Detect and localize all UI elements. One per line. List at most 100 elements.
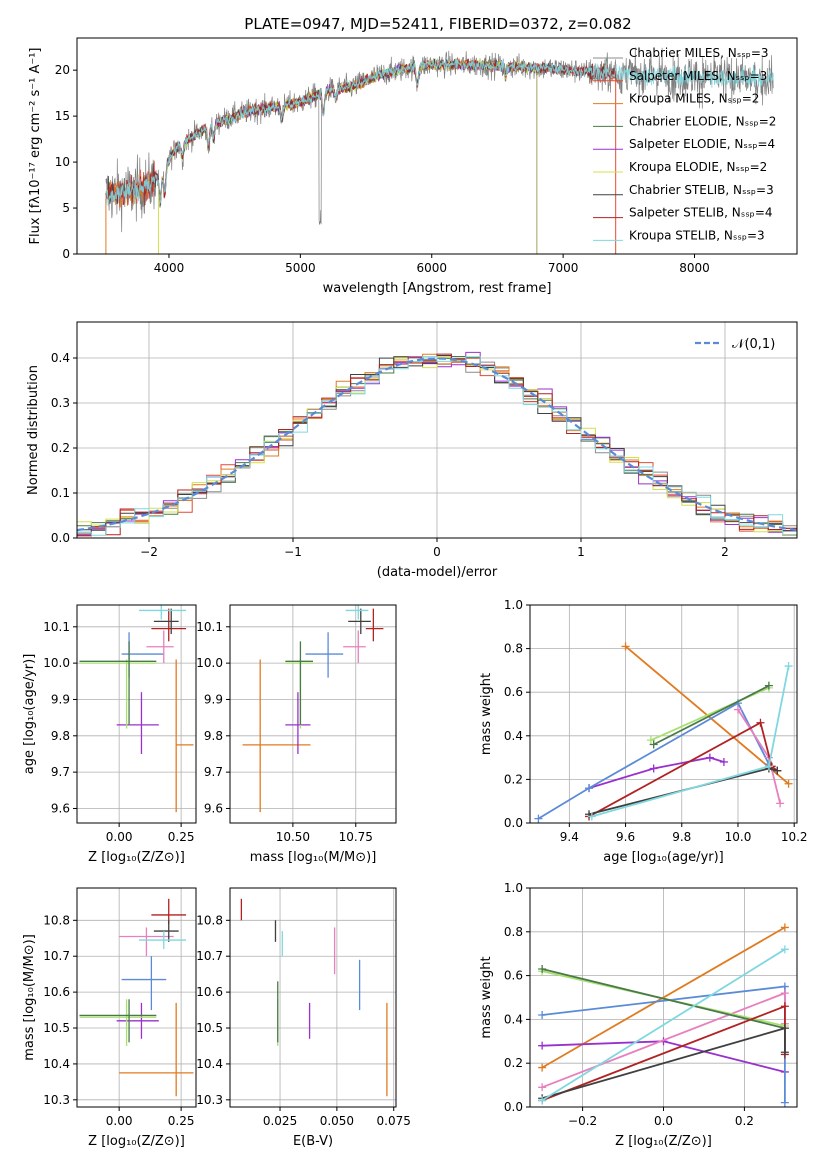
weight-marker xyxy=(719,757,728,766)
y-tick-label: 10.0 xyxy=(43,656,70,670)
x-tick-label: 5000 xyxy=(285,261,316,275)
weight-marker xyxy=(784,662,793,671)
weight-marker xyxy=(756,718,765,727)
y-tick-label: 0.0 xyxy=(504,816,523,830)
weight-marker xyxy=(538,1063,547,1072)
y-tick-label: 0.2 xyxy=(504,1056,523,1070)
weight-line xyxy=(541,968,786,1030)
chart-mass-vs-Z: 0.00 0.25 10.3 10.4 10.5 10.6 10.7 10.8 Z [log₁₀… xyxy=(22,887,197,1149)
weight-marker xyxy=(773,766,782,775)
y-tick-label: 10.7 xyxy=(43,949,70,963)
legend-label: Salpeter MILES, Nₛₛₚ=3 xyxy=(629,69,767,83)
x-tick-label: 2 xyxy=(721,545,729,559)
weight-line xyxy=(588,756,725,789)
x-tick-label: 10.2 xyxy=(781,830,808,844)
y-tick-label: 0.8 xyxy=(504,925,523,939)
chart-weight-vs-age: 9.4 9.6 9.8 10.0 10.2 0.0 0.2 0.4 0.6 0.8 1.0 age [… xyxy=(479,598,808,865)
y-tick-label: 10.1 xyxy=(43,620,70,634)
y-tick-label: 0.4 xyxy=(504,729,523,743)
x-tick-label: 1 xyxy=(577,545,585,559)
x-axis-label: (data-model)/error xyxy=(377,565,498,580)
y-tick-label: 0.1 xyxy=(51,486,70,500)
y-tick-label: 15 xyxy=(55,109,70,123)
weight-marker xyxy=(780,923,789,932)
weight-marker xyxy=(646,736,655,745)
y-tick-label: 9.7 xyxy=(204,765,223,779)
y-tick-label: 10.0 xyxy=(196,656,223,670)
axes-frame xyxy=(76,604,197,824)
histogram-step xyxy=(77,356,797,538)
x-tick-label: 9.8 xyxy=(672,830,691,844)
x-axis-label: Z [log₁₀(Z/Z⊙)] xyxy=(88,850,185,865)
weight-line xyxy=(537,701,770,820)
legend-label: Chabrier STELIB, Nₛₛₚ=3 xyxy=(629,183,774,197)
x-tick-label: 4000 xyxy=(154,261,185,275)
chart-age-vs-Z: 0.00 0.25 9.6 9.7 9.8 9.9 10.0 10.1 Z [log₁₀(Z/Z… xyxy=(22,604,197,865)
x-tick-label: 8000 xyxy=(679,261,710,275)
y-axis-label: mass [log₁₀(M/M⊙)] xyxy=(22,934,37,1061)
weight-marker xyxy=(780,1098,789,1107)
x-tick-label: 10.75 xyxy=(339,830,373,844)
y-tick-label: 0.2 xyxy=(504,772,523,786)
y-tick-label: 1.0 xyxy=(504,881,523,895)
weight-line xyxy=(541,948,786,1102)
legend-label: Kroupa STELIB, Nₛₛₚ=3 xyxy=(629,228,765,242)
x-tick-label: 0.25 xyxy=(168,830,195,844)
y-tick-label: 10.1 xyxy=(196,620,223,634)
histogram-step xyxy=(77,356,797,538)
y-tick-label: 9.8 xyxy=(204,729,223,743)
plot-area xyxy=(77,605,196,823)
y-tick-label: 0 xyxy=(62,247,70,261)
y-tick-label: 10.4 xyxy=(43,1057,70,1071)
x-tick-label: 0.0 xyxy=(654,1114,673,1128)
plot-area xyxy=(230,605,396,823)
weight-marker xyxy=(780,1002,789,1011)
chart-residuals: 𝒩(0,1) −2 −1 0 1 2 0.0 0.1 0.2 0.3 0.4 (data-model)… xyxy=(26,321,798,580)
axes-frame xyxy=(76,887,197,1108)
weight-marker xyxy=(733,705,742,714)
plot-area xyxy=(105,47,774,254)
y-tick-label: 9.6 xyxy=(51,801,70,815)
x-tick-label: 6000 xyxy=(416,261,447,275)
y-tick-label: 9.6 xyxy=(204,801,223,815)
weight-marker xyxy=(538,965,547,974)
plot-area xyxy=(530,605,797,823)
y-tick-label: 10.6 xyxy=(43,985,70,999)
x-axis-label: age [log₁₀(age/yr)] xyxy=(603,850,724,865)
axes-frame xyxy=(76,37,798,255)
y-tick-label: 0.3 xyxy=(51,396,70,410)
legend-label: Chabrier ELODIE, Nₛₛₚ=2 xyxy=(629,114,776,128)
y-axis-label: Normed distribution xyxy=(26,365,41,495)
legend-label: Kroupa MILES, Nₛₛₚ=2 xyxy=(629,92,759,106)
legend-label: 𝒩(0,1) xyxy=(732,337,775,352)
x-tick-label: 0.025 xyxy=(263,1114,297,1128)
spectrum-model-line xyxy=(155,58,538,200)
y-tick-label: 0.8 xyxy=(504,642,523,656)
legend-label: Salpeter STELIB, Nₛₛₚ=4 xyxy=(629,206,773,220)
chart-spectrum: Chabrier MILES, Nₛₛₚ=3 Salpeter MILES, Nₛ… xyxy=(28,37,798,296)
spectrum-data-line xyxy=(105,47,774,233)
plot-area xyxy=(530,888,797,1107)
y-tick-label: 9.7 xyxy=(51,765,70,779)
y-tick-label: 0.0 xyxy=(504,1100,523,1114)
chart-weight-vs-Z: −0.2 0.0 0.2 0.0 0.2 0.4 0.6 0.8 1.0 Z [log₁₀(Z/Z… xyxy=(479,881,798,1149)
weight-marker xyxy=(780,945,789,954)
weight-marker xyxy=(764,681,773,690)
weight-marker xyxy=(784,779,793,788)
legend-label: Salpeter ELODIE, Nₛₛₚ=4 xyxy=(629,137,775,151)
x-tick-label: 0.00 xyxy=(106,830,133,844)
y-axis-label: age [log₁₀(age/yr)] xyxy=(22,654,37,775)
normal-curve xyxy=(77,357,797,532)
y-tick-label: 10 xyxy=(55,155,70,169)
y-tick-label: 10.8 xyxy=(196,913,223,927)
weight-marker xyxy=(534,814,543,823)
y-tick-label: 10.3 xyxy=(43,1093,70,1107)
y-axis-label: mass weight xyxy=(479,673,494,755)
x-tick-label: 0 xyxy=(433,545,441,559)
weight-line xyxy=(588,721,778,818)
x-tick-label: 0.050 xyxy=(320,1114,354,1128)
weight-marker xyxy=(587,812,596,821)
y-tick-label: 9.9 xyxy=(51,692,70,706)
axes-frame xyxy=(229,887,397,1108)
